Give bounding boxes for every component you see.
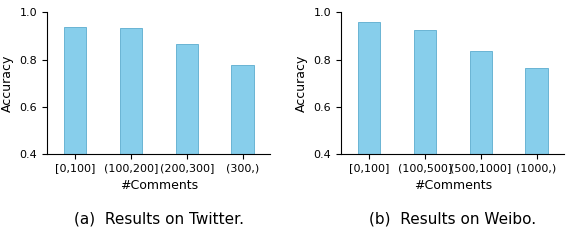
Bar [176, 44, 198, 248]
Y-axis label: Accuracy: Accuracy [295, 54, 308, 112]
Bar [232, 65, 254, 248]
Y-axis label: Accuracy: Accuracy [1, 54, 14, 112]
X-axis label: #Comments: #Comments [120, 179, 198, 192]
Bar [64, 27, 86, 248]
Bar [120, 28, 142, 248]
Bar [469, 51, 492, 248]
Bar [414, 30, 436, 248]
Bar [358, 22, 380, 248]
Bar [525, 68, 547, 248]
X-axis label: #Comments: #Comments [414, 179, 492, 192]
Text: (b)  Results on Weibo.: (b) Results on Weibo. [369, 211, 536, 226]
Text: (a)  Results on Twitter.: (a) Results on Twitter. [74, 211, 244, 226]
